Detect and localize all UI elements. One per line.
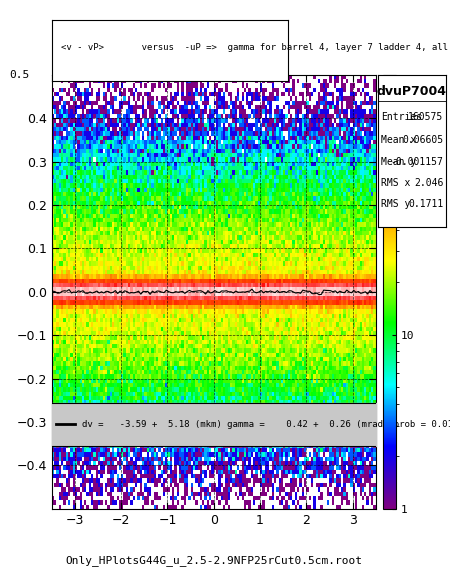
Text: 160575: 160575 [408,113,444,122]
Bar [52,402,376,446]
Text: RMS y: RMS y [382,200,411,209]
Text: 0.06605: 0.06605 [402,135,444,145]
Text: 0: 0 [397,75,404,85]
Text: <v - vP>       versus  -uP =>  gamma for barrel 4, layer 7 ladder 4, all wafers: <v - vP> versus -uP => gamma for barrel … [61,43,450,52]
Text: Mean y: Mean y [382,156,417,167]
Text: RMS x: RMS x [382,178,411,188]
Text: 0.1711: 0.1711 [408,200,444,209]
Text: 0.5: 0.5 [9,70,29,80]
Text: Only_HPlotsG44G_u_2.5-2.9NFP25rCut0.5cm.root: Only_HPlotsG44G_u_2.5-2.9NFP25rCut0.5cm.… [65,555,362,566]
Text: -0.001157: -0.001157 [391,156,444,167]
Text: Mean x: Mean x [382,135,417,145]
Text: dv =   -3.59 +  5.18 (mkm) gamma =    0.42 +  0.26 (mrad) prob = 0.019: dv = -3.59 + 5.18 (mkm) gamma = 0.42 + 0… [82,420,450,429]
Text: Entries: Entries [382,113,423,122]
Text: dvuP7004: dvuP7004 [377,86,447,98]
Text: 2.046: 2.046 [414,178,444,188]
